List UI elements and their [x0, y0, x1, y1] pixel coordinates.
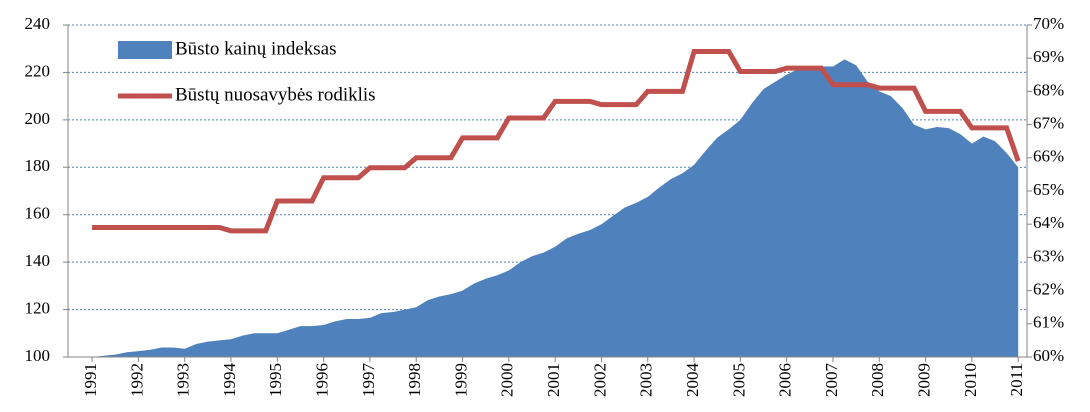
x-tick-label: 2000 — [498, 363, 517, 397]
y-tick-label: 240 — [25, 14, 51, 33]
x-tick-label: 2003 — [637, 363, 656, 397]
line — [92, 49, 1021, 234]
y2-tick-label: 69% — [1033, 47, 1064, 66]
y2-tick-label: 64% — [1033, 213, 1064, 232]
x-tick-label: 1992 — [127, 363, 146, 397]
y2-tick-label: 60% — [1033, 346, 1064, 365]
x-tick-label: 2011 — [1007, 363, 1026, 396]
y-tick-label: 220 — [25, 61, 51, 80]
y2-tick-label: 61% — [1033, 313, 1064, 332]
legend-label: Būstų nuosavybės rodiklis — [175, 84, 376, 105]
x-tick-label: 1995 — [266, 363, 285, 397]
y2-tick-label: 65% — [1033, 180, 1064, 199]
x-tick-label: 2007 — [822, 363, 841, 398]
x-tick-label: 1999 — [451, 363, 470, 397]
x-tick-label: 1993 — [174, 363, 193, 397]
y2-tick-label: 70% — [1033, 14, 1064, 33]
y-tick-label: 100 — [25, 346, 51, 365]
y2-tick-label: 66% — [1033, 147, 1064, 166]
y2-tick-label: 67% — [1033, 114, 1064, 133]
x-tick-label: 2004 — [683, 363, 702, 398]
area — [92, 59, 1019, 357]
x-tick-label: 2010 — [961, 363, 980, 397]
x-tick-label: 2009 — [914, 363, 933, 397]
x-tick-label: 2005 — [729, 363, 748, 397]
y-tick-label: 160 — [25, 204, 51, 223]
x-tick-label: 1997 — [359, 363, 378, 398]
x-tick-label: 2001 — [544, 363, 563, 397]
y-tick-label: 140 — [25, 251, 51, 270]
y-tick-label: 180 — [25, 156, 51, 175]
y-tick-label: 120 — [25, 298, 51, 317]
y-tick-label: 200 — [25, 109, 51, 128]
y2-tick-label: 63% — [1033, 246, 1064, 265]
x-tick-label: 2006 — [776, 363, 795, 397]
x-tick-label: 1994 — [220, 363, 239, 398]
x-tick-label: 1996 — [313, 363, 332, 397]
x-tick-label: 1998 — [405, 363, 424, 397]
x-tick-label: 2008 — [868, 363, 887, 397]
x-tick-label: 1991 — [81, 363, 100, 397]
legend-swatch — [118, 41, 172, 59]
x-tick-label: 2002 — [590, 363, 609, 397]
y2-tick-label: 68% — [1033, 80, 1064, 99]
y2-tick-label: 62% — [1033, 280, 1064, 299]
legend-label: Būsto kainų indeksas — [175, 38, 337, 59]
